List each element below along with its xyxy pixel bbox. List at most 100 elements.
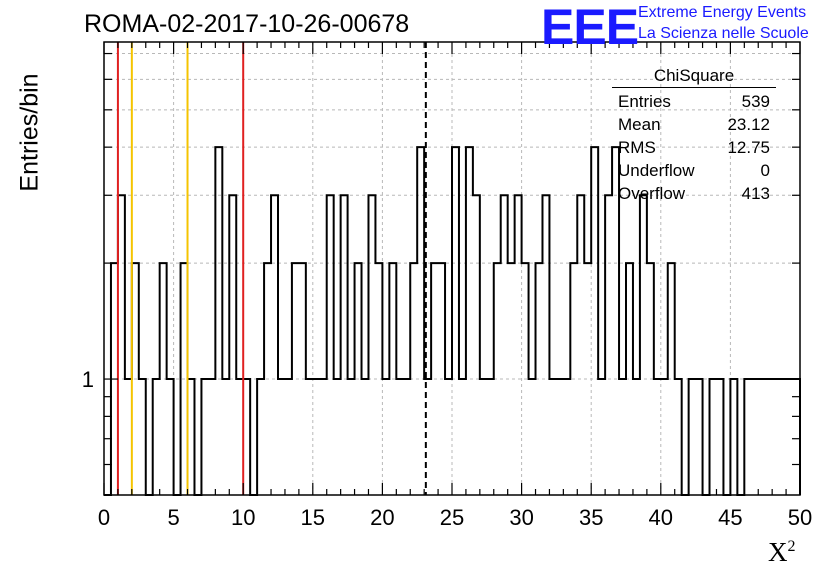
- histogram-bin: [271, 195, 278, 495]
- histogram-bin: [577, 195, 584, 495]
- histogram-bin: [696, 379, 703, 495]
- histogram-bin: [278, 379, 285, 495]
- stats-label: Underflow: [618, 161, 695, 180]
- stats-value: 23.12: [727, 115, 770, 134]
- histogram-bin: [487, 379, 494, 495]
- x-axis-label-base: X: [768, 537, 788, 567]
- histogram-bin: [201, 379, 208, 495]
- histogram-bin: [536, 263, 543, 495]
- histogram-bin: [689, 379, 696, 495]
- histogram-bin: [716, 379, 723, 495]
- histogram-bin: [744, 379, 751, 495]
- x-tick-label: 5: [167, 505, 179, 530]
- histogram-bin: [515, 195, 522, 495]
- histogram-bin: [222, 379, 229, 495]
- histogram-bin: [786, 379, 793, 495]
- x-tick-label: 45: [718, 505, 742, 530]
- histogram-bin: [494, 263, 501, 495]
- histogram-bin: [264, 263, 271, 495]
- histogram-bin: [501, 195, 508, 495]
- histogram-bin: [633, 379, 640, 495]
- histogram-line: [104, 146, 801, 496]
- histogram-bin: [549, 379, 556, 495]
- x-tick-label: 50: [788, 505, 812, 530]
- histogram-bin: [640, 195, 647, 495]
- histogram-bin: [654, 379, 661, 495]
- x-tick-label: 10: [231, 505, 255, 530]
- histogram-bin: [480, 379, 487, 495]
- stats-box: ChiSquare Entries 539 Mean 23.12 RMS 12.75 …: [612, 66, 776, 205]
- x-tick-label: 15: [301, 505, 325, 530]
- histogram-bin: [591, 147, 598, 495]
- histogram-bin: [473, 195, 480, 495]
- histogram-bin: [382, 379, 389, 495]
- histogram-bin: [181, 263, 188, 495]
- stats-value: 12.75: [727, 138, 770, 157]
- stats-value: 0: [760, 161, 770, 180]
- histogram-bin: [341, 195, 348, 495]
- stats-row-mean: Mean 23.12: [612, 113, 776, 136]
- histogram-bin: [438, 263, 445, 495]
- x-tick-label: 35: [579, 505, 603, 530]
- stats-label: Overflow: [618, 184, 686, 203]
- logo-subtitle-line1: Extreme Energy Events: [638, 4, 807, 21]
- histogram-bin: [118, 195, 125, 495]
- stats-label: Entries: [618, 92, 671, 111]
- histogram-bin: [556, 379, 563, 495]
- histogram-bin: [529, 379, 536, 495]
- histogram-bin: [153, 379, 160, 495]
- reference-lines: [116, 42, 427, 495]
- histogram-bin: [396, 379, 403, 495]
- histogram-bin: [208, 379, 215, 495]
- histogram-bin: [334, 379, 341, 495]
- histogram-bin: [452, 147, 459, 495]
- histogram-bin: [188, 379, 195, 495]
- histogram-bin: [619, 379, 626, 495]
- x-tick-label: 40: [649, 505, 673, 530]
- histogram-bin: [675, 379, 682, 495]
- histogram-bin: [445, 379, 452, 495]
- histogram-bin: [215, 147, 222, 495]
- x-tick-label: 0: [98, 505, 110, 530]
- histogram-bin: [236, 379, 243, 495]
- histogram-bin: [542, 195, 549, 495]
- histogram-bin: [348, 379, 355, 495]
- x-axis-label: X2: [768, 537, 796, 568]
- histogram-bin: [570, 263, 577, 495]
- x-tick-label: 30: [509, 505, 533, 530]
- histogram-bin: [355, 263, 362, 495]
- histogram-bin: [320, 379, 327, 495]
- stats-row-overflow: Overflow 413: [612, 182, 776, 205]
- x-tick-label: 25: [440, 505, 464, 530]
- histogram-bin: [368, 195, 375, 495]
- histogram-bin: [362, 379, 369, 495]
- histogram-bin: [243, 379, 250, 495]
- logo-subtitle-line2: La Scienza nelle Scuole: [638, 25, 809, 42]
- histogram-bin: [459, 379, 466, 495]
- histogram-bin: [313, 379, 320, 495]
- histogram-bin: [765, 379, 772, 495]
- histogram-bin: [403, 379, 410, 495]
- stats-value: 413: [741, 184, 770, 203]
- histogram-bin: [229, 195, 236, 495]
- stats-box-title: ChiSquare: [612, 66, 776, 88]
- histogram-bin: [710, 379, 717, 495]
- histogram-bin: [661, 379, 668, 495]
- histogram-bin: [605, 195, 612, 495]
- stats-row-rms: RMS 12.75: [612, 136, 776, 159]
- histogram-bin: [779, 379, 786, 495]
- stats-label: RMS: [618, 138, 656, 157]
- histogram-bin: [730, 379, 737, 495]
- histogram-bin: [598, 379, 605, 495]
- x-tick-label: 20: [370, 505, 394, 530]
- histogram-bin: [389, 263, 396, 495]
- stats-row-entries: Entries 539: [612, 90, 776, 113]
- eee-logo: EEE: [541, 0, 639, 55]
- histogram-bin: [668, 263, 675, 495]
- y-tick-label: 1: [82, 367, 94, 392]
- histogram-bin: [758, 379, 765, 495]
- chart-title: ROMA-02-2017-10-26-00678: [84, 10, 410, 38]
- histogram-bin: [139, 379, 146, 495]
- histogram-series: [104, 146, 801, 496]
